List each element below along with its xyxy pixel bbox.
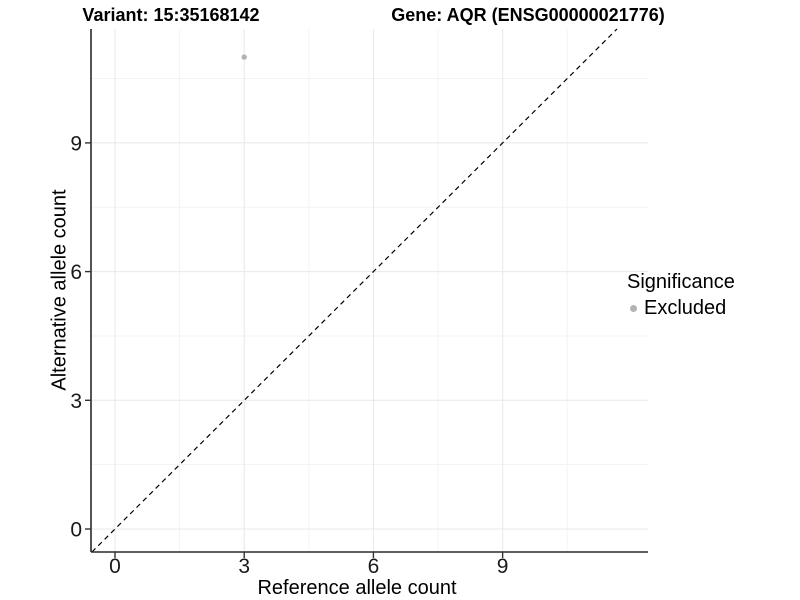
excluded-point-icon	[630, 305, 637, 312]
legend: Significance Excluded	[627, 271, 735, 320]
x-tick-label: 6	[368, 555, 380, 578]
variant-title: Variant: 15:35168142	[82, 5, 260, 25]
x-axis-title: Reference allele count	[257, 577, 457, 599]
x-tick-label: 3	[238, 555, 250, 578]
data-point-excluded	[241, 54, 247, 60]
legend-item-label: Excluded	[644, 297, 727, 319]
y-tick-label: 0	[70, 519, 82, 542]
x-tick-label: 9	[497, 555, 509, 578]
legend-title: Significance	[627, 271, 735, 293]
y-tick-label: 6	[70, 261, 82, 284]
y-tick-label: 9	[70, 132, 82, 155]
legend-item-excluded: Excluded	[627, 297, 735, 320]
y-tick-label: 3	[70, 390, 82, 413]
x-tick-label: 0	[109, 555, 121, 578]
gene-title: Gene: AQR (ENSG00000021776)	[391, 5, 665, 25]
identity-reference-line	[91, 28, 618, 553]
y-axis-title: Alternative allele count	[48, 189, 71, 391]
